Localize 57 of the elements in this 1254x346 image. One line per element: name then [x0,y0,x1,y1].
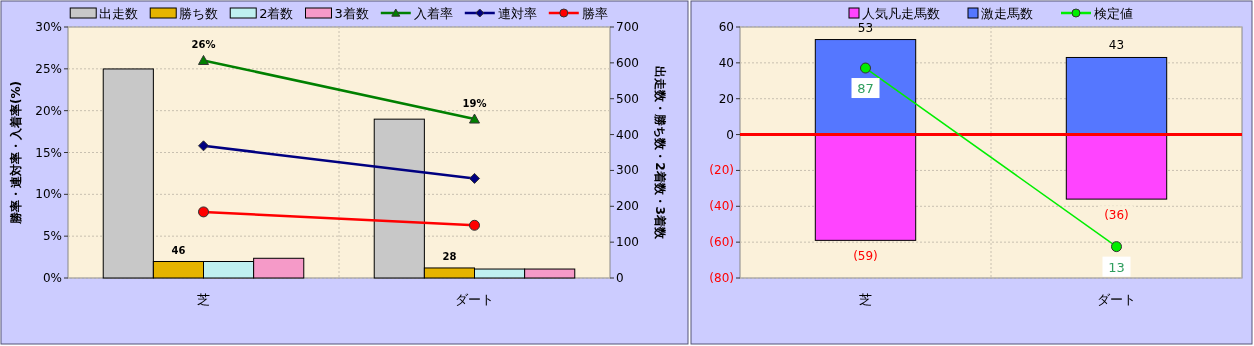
y-tick-label: 20% [35,103,62,118]
data-label: 13 [1108,259,1125,275]
y-tick-label: 5% [42,229,62,244]
y-tick-label: (20) [709,163,734,178]
legend-label: 出走数 [99,6,139,21]
legend-label: 検定値 [1094,6,1133,21]
bar [814,39,917,136]
point [469,219,480,231]
y-tick-label: 20 [718,91,734,106]
data-label: 19% [462,98,487,110]
y2-tick-label: 500 [616,91,639,106]
y-tick-label: 30% [35,20,62,34]
data-label: 43 [1108,38,1125,53]
x-tick-label: 芝 [197,292,210,307]
x-tick-label: 芝 [859,292,872,307]
legend-label: 人気凡走馬数 [862,6,940,21]
y-tick-label: (40) [709,199,734,214]
point [198,206,209,218]
legend-label: 勝率 [581,6,608,21]
point [469,172,480,184]
data-label: 28 [442,250,457,262]
bar [1065,134,1168,200]
y-tick-label: 15% [35,145,62,160]
y2-tick-label: 0 [616,271,624,285]
data-label: 46 [171,244,186,256]
data-label: 26% [191,39,216,51]
x-tick-label: ダート [1097,292,1136,307]
data-label: 87 [857,81,874,97]
y-tick-label: 40 [718,55,734,70]
legend-label: 連対率 [497,6,537,21]
y2-tick-label: 700 [616,20,639,34]
data-label: (36) [1104,208,1129,223]
y2-tick-label: 200 [616,199,639,214]
y-tick-label: (60) [709,235,734,250]
y-tick-label: 25% [35,61,62,76]
y2-tick-label: 400 [616,127,639,142]
y-tick-label: 0% [42,271,62,285]
legend-label: 入着率 [413,6,453,21]
y-tick-label: 0 [726,127,734,142]
legend-label: 勝ち数 [179,6,219,21]
legend-label: 3着数 [334,6,369,21]
y2-tick-label: 300 [616,163,639,178]
bar [814,134,917,241]
legend-label: 激走馬数 [981,6,1033,21]
y2-tick-label: 600 [616,55,639,70]
y2-tick-label: 100 [616,235,639,250]
y-axis-title: 勝率・連対率・入着率(%) [9,81,23,225]
x-tick-label: ダート [455,292,494,307]
legend-label: 2着数 [259,6,294,21]
data-label: 53 [857,20,874,35]
y2-axis-title: 出走数・勝ち数・2着数・3着数 [653,66,667,240]
bar [1065,56,1168,136]
point [198,140,209,152]
y-tick-label: 10% [35,187,62,202]
y-tick-label: (80) [709,271,734,285]
data-label: (59) [853,249,878,264]
y-tick-label: 60 [718,20,734,34]
